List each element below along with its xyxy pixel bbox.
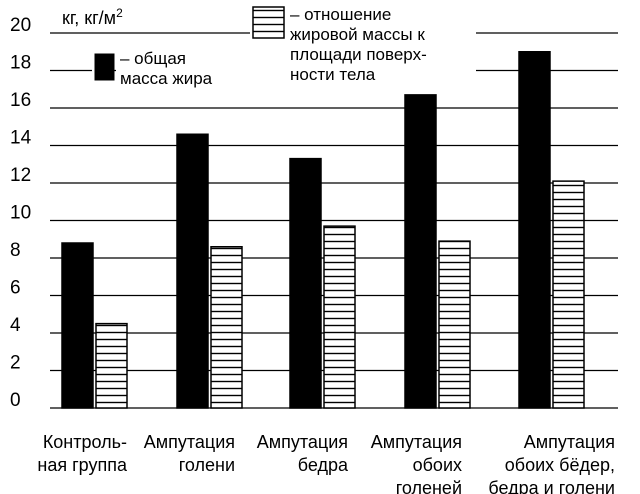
bars [61, 51, 585, 409]
bar-fat-to-surface-ratio [323, 225, 356, 409]
legend-bg [116, 42, 256, 90]
category-label: Ампутация [257, 432, 348, 452]
y-tick-label: 18 [10, 53, 31, 74]
legend-label-total-fat-mass: – общая [120, 49, 186, 68]
y-tick-label: 4 [10, 315, 21, 336]
legend-label-total-fat-mass: масса жира [120, 69, 213, 88]
bar-total-fat-mass [289, 157, 322, 409]
legend-bg [250, 2, 476, 90]
category-label: Ампутация [144, 432, 235, 452]
y-tick-label: 16 [10, 90, 31, 111]
y-tick-label: 14 [10, 128, 32, 149]
bar-total-fat-mass [61, 242, 94, 409]
category-label: обоих [413, 455, 462, 475]
legend-label-fat-to-surface-ratio: площади поверх- [290, 45, 427, 64]
bar-fat-to-surface-ratio [95, 322, 128, 409]
category-label: бедра [298, 455, 349, 475]
bar-fat-to-surface-ratio [210, 246, 243, 409]
category-label: голеней [396, 478, 462, 494]
bar-fat-to-surface-ratio [552, 180, 585, 409]
y-axis-ticks: 0 2 4 6 8 10 12 14 16 18 20 [10, 15, 32, 411]
y-tick-label: 10 [10, 203, 31, 224]
y-tick-label: 2 [10, 353, 21, 374]
y-tick-label: 12 [10, 165, 31, 186]
category-label: голени [179, 455, 235, 475]
category-label: бедра и голени [488, 478, 615, 494]
legend-label-fat-to-surface-ratio: жировой массы к [290, 25, 425, 44]
y-tick-label: 0 [10, 390, 21, 411]
category-label: обоих бёдер, [505, 455, 615, 475]
bar-fat-to-surface-ratio [438, 240, 471, 409]
category-label: ная группа [37, 455, 128, 475]
bar-total-fat-mass [176, 133, 209, 409]
category-label: Ампутация [524, 432, 615, 452]
legend-swatch-hatched [252, 6, 285, 39]
bar-total-fat-mass [518, 51, 551, 409]
y-axis-unit-label: кг, кг/м2 [62, 6, 123, 28]
category-label: Контроль- [43, 432, 127, 452]
category-labels: Контроль-ная группа Ампутация голени Ампута… [37, 432, 615, 494]
legend-label-fat-to-surface-ratio: ности тела [290, 65, 376, 84]
y-tick-label: 6 [10, 278, 21, 299]
legend-label-fat-to-surface-ratio: – отношение [290, 5, 391, 24]
category-label: Ампутация [371, 432, 462, 452]
y-tick-label: 20 [10, 15, 31, 36]
y-tick-label: 8 [10, 240, 21, 261]
bar-total-fat-mass [404, 94, 437, 409]
legend-swatch-solid [94, 53, 115, 81]
